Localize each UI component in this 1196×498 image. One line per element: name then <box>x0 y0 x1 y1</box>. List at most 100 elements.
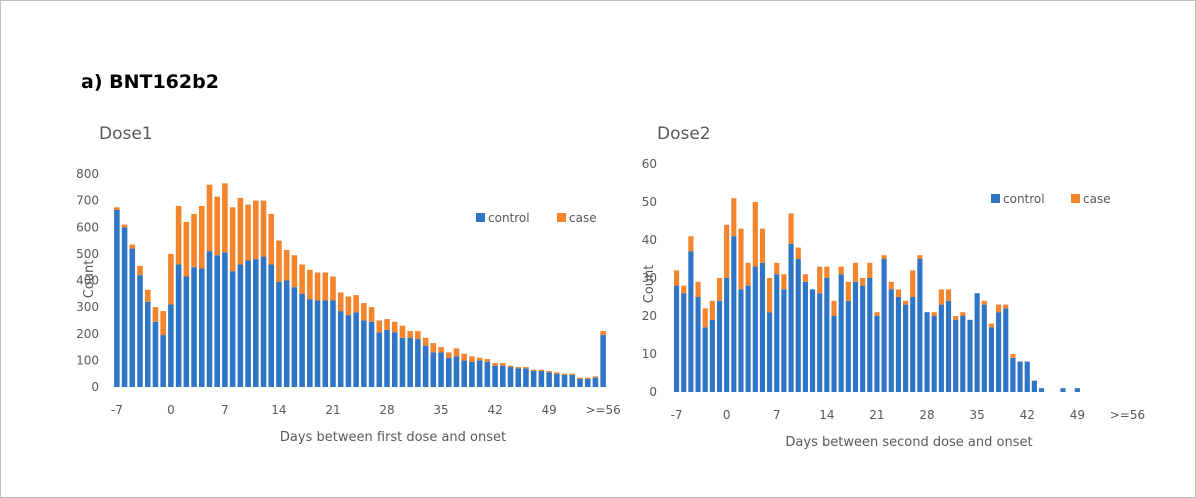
bar-case <box>384 319 390 330</box>
bar-control <box>445 357 452 387</box>
bar-case <box>681 285 687 294</box>
bar-case <box>476 357 483 361</box>
bar-control <box>376 332 383 387</box>
bar-control <box>461 360 467 388</box>
bar-case <box>945 289 952 301</box>
bar-case <box>709 300 715 320</box>
x-tick-label: 42 <box>487 403 502 417</box>
bar-control <box>438 352 444 387</box>
bar-case <box>484 359 491 362</box>
bar-control <box>852 281 859 392</box>
bar-case <box>407 331 413 338</box>
legend-swatch-case <box>557 213 566 222</box>
x-tick-label: 0 <box>167 403 175 417</box>
bar-case <box>584 377 591 380</box>
bar-case <box>353 295 359 313</box>
bar-case <box>121 224 128 228</box>
bar-case <box>1003 304 1009 309</box>
y-tick-label: 100 <box>76 353 99 367</box>
bar-case <box>724 224 730 278</box>
bar-control <box>831 316 837 392</box>
bar-control <box>337 311 344 387</box>
bar-control <box>198 268 205 387</box>
bar-control <box>910 297 916 392</box>
bar-case <box>160 311 166 336</box>
bar-control <box>206 251 213 387</box>
bar-control <box>996 312 1002 392</box>
bar-case <box>838 266 844 275</box>
bar-control <box>492 365 498 387</box>
bar-case <box>237 197 244 265</box>
bar-case <box>283 249 290 281</box>
bar-case <box>345 296 352 316</box>
bar-control <box>874 316 880 392</box>
bar-control <box>237 264 244 387</box>
x-tick-label: -7 <box>111 403 123 417</box>
bar-case <box>554 372 560 374</box>
bar-control <box>1074 388 1080 392</box>
bar-control <box>245 260 251 387</box>
bar-case <box>168 253 174 305</box>
x-tick-label: 49 <box>541 403 556 417</box>
legend: control case <box>476 211 597 225</box>
bar-case <box>152 307 159 322</box>
bar-case <box>245 204 251 261</box>
bar-case <box>860 278 866 286</box>
bar-case <box>824 266 830 278</box>
x-tick-label: 21 <box>869 408 884 422</box>
bar-control <box>229 271 236 387</box>
x-tick-label: -7 <box>671 408 683 422</box>
bar-case <box>507 365 514 368</box>
x-tick-labels: -7 0 7 14 21 28 35 42 49 >=56 <box>671 408 1146 422</box>
panel-title: a) BNT162b2 <box>81 71 219 93</box>
bar-case <box>600 331 606 336</box>
bar-case <box>702 308 708 328</box>
bar-case <box>802 274 808 282</box>
bar-control <box>709 319 715 392</box>
bar-case <box>774 262 780 275</box>
y-tick-label: 10 <box>642 347 657 361</box>
bar-control <box>888 289 894 392</box>
bar-control <box>391 332 398 387</box>
bar-control <box>738 289 744 392</box>
bar-control <box>484 361 491 387</box>
bar-control <box>268 264 275 387</box>
bar-control <box>1031 380 1037 392</box>
bar-control <box>788 243 794 392</box>
x-tick-label: >=56 <box>1110 408 1145 422</box>
bar-case <box>788 213 794 244</box>
bar-control <box>988 327 995 392</box>
bar-control <box>399 337 406 387</box>
bar-control <box>895 297 901 392</box>
bar-control <box>160 335 166 387</box>
bar-case <box>988 323 995 328</box>
bar-case <box>674 270 680 286</box>
bar-case <box>716 278 723 301</box>
bar-case <box>831 300 837 316</box>
x-tick-label: >=56 <box>585 403 620 417</box>
bar-case <box>745 262 751 286</box>
bar-case <box>738 228 744 290</box>
legend-label-control: control <box>488 211 530 225</box>
bar-control <box>168 304 174 387</box>
chart-title: Dose2 <box>657 124 711 144</box>
y-tick-label: 0 <box>649 385 657 399</box>
bar-control <box>752 266 758 392</box>
bar-control <box>121 227 128 387</box>
bar-control <box>384 329 390 387</box>
bar-control <box>695 297 701 392</box>
bar-control <box>276 281 282 387</box>
bar-control <box>759 262 766 392</box>
bar-case <box>314 272 321 301</box>
bar-control <box>577 379 583 387</box>
bar-control <box>144 301 151 387</box>
x-tick-label: 42 <box>1020 408 1035 422</box>
bar-control <box>361 320 367 387</box>
bar-control <box>152 321 159 387</box>
bar-case <box>438 347 444 353</box>
x-tick-label: 35 <box>433 403 448 417</box>
bar-case <box>461 353 467 361</box>
bar-case <box>817 266 823 294</box>
bar-case <box>307 269 313 300</box>
